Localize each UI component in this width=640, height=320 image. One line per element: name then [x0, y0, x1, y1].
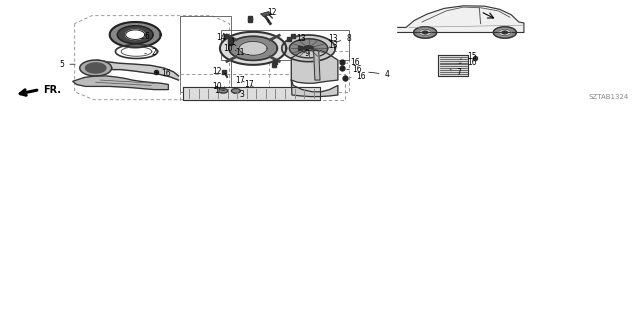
- Polygon shape: [422, 31, 428, 34]
- Text: 1: 1: [214, 86, 225, 95]
- Polygon shape: [125, 30, 145, 39]
- Text: 10: 10: [212, 82, 225, 91]
- Polygon shape: [183, 87, 320, 100]
- Text: 4: 4: [369, 70, 389, 79]
- Polygon shape: [73, 76, 168, 90]
- Bar: [180, 16, 231, 92]
- Text: 7: 7: [450, 68, 461, 77]
- Polygon shape: [291, 50, 338, 83]
- Polygon shape: [219, 89, 228, 93]
- Text: FR.: FR.: [43, 84, 61, 95]
- Text: 9: 9: [304, 49, 310, 58]
- Polygon shape: [109, 22, 161, 47]
- Text: 8: 8: [335, 34, 351, 43]
- Bar: [180, 74, 346, 100]
- Text: 14: 14: [216, 33, 226, 42]
- Polygon shape: [493, 27, 516, 38]
- Polygon shape: [220, 32, 286, 65]
- Text: 12: 12: [212, 67, 226, 76]
- Text: 16: 16: [156, 69, 171, 78]
- Polygon shape: [413, 27, 436, 38]
- Text: 12: 12: [268, 8, 277, 22]
- Polygon shape: [97, 60, 179, 80]
- Text: 11: 11: [236, 48, 248, 57]
- Polygon shape: [232, 89, 241, 93]
- Polygon shape: [419, 29, 431, 36]
- Text: 2: 2: [145, 48, 157, 57]
- Polygon shape: [239, 41, 267, 55]
- Polygon shape: [303, 46, 314, 51]
- Text: 16: 16: [347, 58, 360, 67]
- Text: 16: 16: [351, 72, 366, 81]
- Text: 13: 13: [296, 34, 306, 43]
- Text: 6: 6: [141, 32, 149, 41]
- Text: 17: 17: [236, 76, 245, 84]
- Text: 13: 13: [328, 41, 337, 50]
- Text: 10: 10: [223, 44, 236, 53]
- Polygon shape: [291, 80, 338, 97]
- Bar: [260, 12, 272, 17]
- Bar: [221, 30, 349, 60]
- Text: 1: 1: [230, 38, 236, 47]
- Polygon shape: [397, 6, 524, 32]
- Text: 13: 13: [328, 34, 337, 43]
- Text: 16: 16: [459, 58, 476, 67]
- Text: 5: 5: [60, 60, 75, 69]
- Polygon shape: [282, 35, 335, 62]
- Text: SZTAB1324: SZTAB1324: [589, 94, 629, 100]
- Polygon shape: [289, 39, 328, 58]
- Text: 3: 3: [234, 91, 244, 100]
- Text: 15: 15: [460, 52, 476, 61]
- Polygon shape: [80, 60, 111, 76]
- Polygon shape: [117, 26, 153, 44]
- Polygon shape: [314, 51, 320, 80]
- Text: 16: 16: [347, 65, 362, 74]
- Polygon shape: [499, 29, 511, 36]
- Polygon shape: [438, 55, 468, 76]
- Polygon shape: [86, 63, 106, 73]
- Polygon shape: [502, 31, 508, 34]
- Bar: [269, 51, 349, 92]
- Text: 17: 17: [244, 80, 253, 89]
- Polygon shape: [229, 36, 277, 60]
